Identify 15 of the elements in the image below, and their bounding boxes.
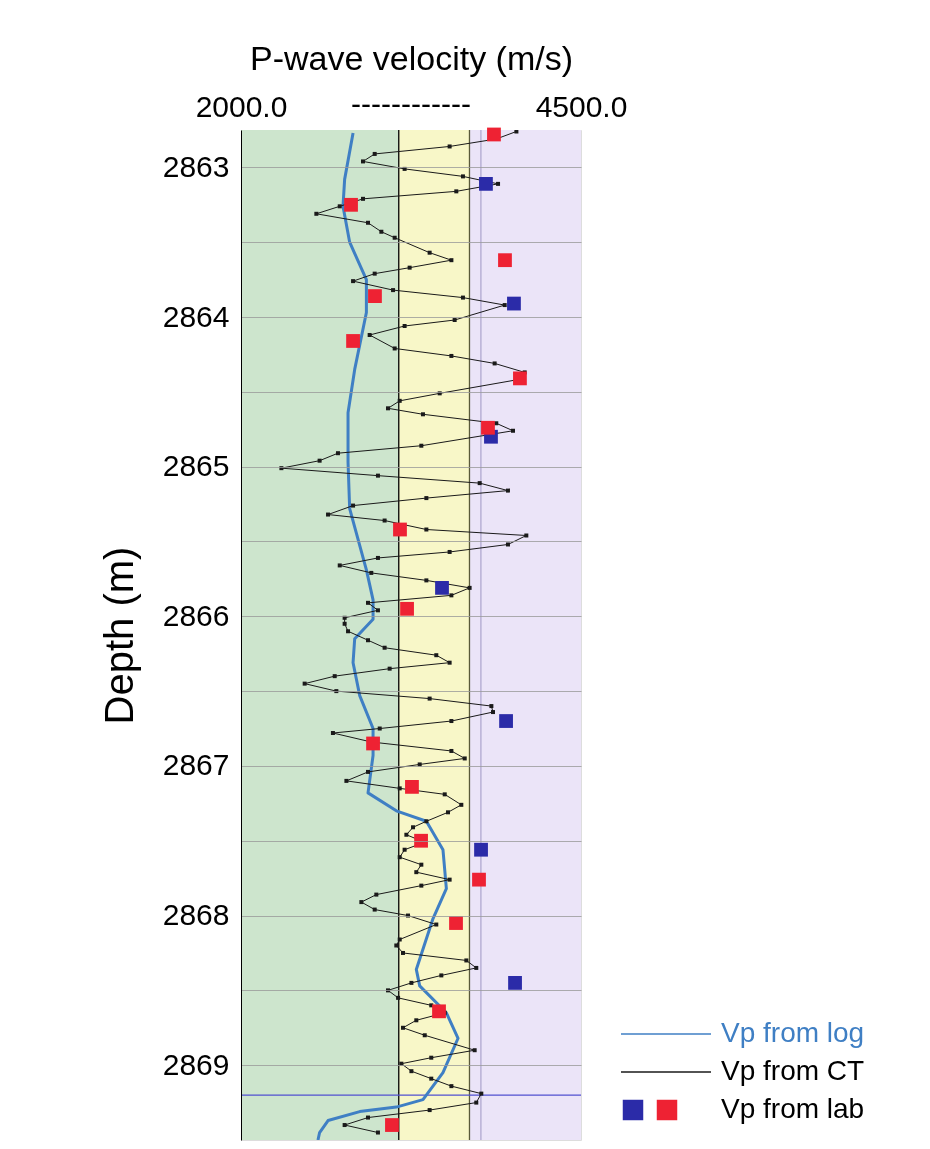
y-tick-label: 2869 bbox=[162, 1047, 230, 1081]
y-tick-label: 2865 bbox=[162, 449, 230, 483]
y-tick-label: 2864 bbox=[162, 299, 230, 333]
legend-label: Vp from CT bbox=[721, 1055, 865, 1086]
y-tick-label: 2866 bbox=[162, 598, 230, 632]
y-tick-label: 2867 bbox=[162, 748, 230, 782]
legend-label: Vp from lab bbox=[721, 1093, 865, 1124]
text: ------------ bbox=[351, 87, 471, 120]
x-tick-label: 2000.0 bbox=[195, 89, 288, 123]
x-tick-label: 4500.0 bbox=[535, 89, 628, 123]
x-axis-title: P-wave velocity (m/s) bbox=[249, 38, 574, 77]
y-tick-label: 2868 bbox=[162, 898, 230, 932]
y-tick-label: 2863 bbox=[162, 149, 230, 183]
y-axis-title: Depth (m) bbox=[96, 546, 141, 725]
legend-label: Vp from log bbox=[721, 1017, 865, 1048]
